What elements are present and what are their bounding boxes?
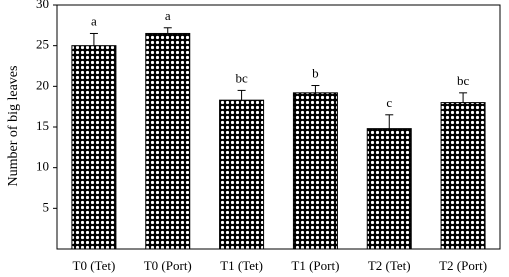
significance-letter: bc bbox=[235, 70, 248, 85]
y-tick-label: 15 bbox=[36, 118, 49, 133]
x-tick-label: T1 (Port) bbox=[291, 258, 339, 273]
bar bbox=[440, 102, 486, 250]
x-tick-label: T0 (Port) bbox=[144, 258, 192, 273]
y-axis-label: Number of big leaves bbox=[6, 66, 21, 187]
x-tick-label: T2 (Tet) bbox=[368, 258, 411, 273]
y-tick-label: 30 bbox=[36, 0, 49, 11]
x-tick-label: T0 (Tet) bbox=[73, 258, 116, 273]
bar bbox=[292, 92, 338, 250]
x-tick-label: T2 (Port) bbox=[439, 258, 487, 273]
bar bbox=[219, 99, 265, 250]
y-tick-label: 10 bbox=[36, 159, 49, 174]
y-tick-label: 20 bbox=[36, 77, 49, 92]
y-tick-label: 5 bbox=[43, 199, 50, 214]
y-tick-label: 25 bbox=[36, 37, 49, 52]
bar bbox=[71, 45, 117, 250]
significance-letter: bc bbox=[457, 73, 470, 88]
bar bbox=[366, 128, 412, 250]
plot-frame bbox=[56, 4, 501, 250]
significance-letter: a bbox=[165, 8, 171, 23]
significance-letter: c bbox=[386, 95, 392, 110]
significance-letter: b bbox=[312, 66, 319, 81]
significance-letter: a bbox=[91, 13, 97, 28]
x-tick-label: T1 (Tet) bbox=[220, 258, 263, 273]
bar bbox=[145, 32, 191, 250]
